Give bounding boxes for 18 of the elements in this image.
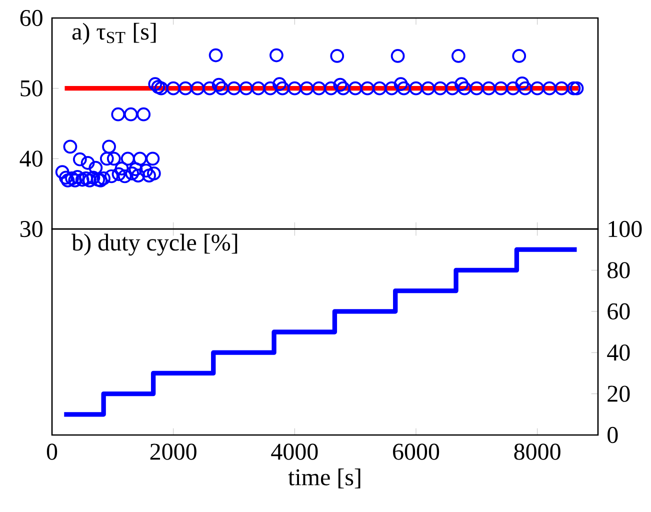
y-tick-label: 30 xyxy=(20,220,42,238)
y2-tick-label: 20 xyxy=(608,386,630,402)
y2-tick-label: 100 xyxy=(608,220,642,238)
y2-tick-label: 60 xyxy=(608,303,630,320)
y2-tick-label: 0 xyxy=(608,426,618,444)
x-tick-label: 0 xyxy=(46,444,58,460)
y2-tick-label: 40 xyxy=(607,344,630,361)
y-tick-label: 50 xyxy=(20,80,42,96)
y-tick-label: 60 xyxy=(20,10,42,26)
chart-title: b) duty cycle [%] xyxy=(72,234,238,256)
x-tick-label: 6000 xyxy=(393,444,440,460)
chart-title: a) τ$_{ST}$ [s] xyxy=(72,22,156,45)
x-tick-label: 4000 xyxy=(271,444,318,460)
x-axis-title: time [s] xyxy=(288,468,360,488)
x-tick-label: 2000 xyxy=(150,444,196,460)
x-tick-label: 8000 xyxy=(514,444,560,460)
y-tick-label: 40 xyxy=(20,150,42,167)
y2-tick-label: 80 xyxy=(608,262,630,278)
